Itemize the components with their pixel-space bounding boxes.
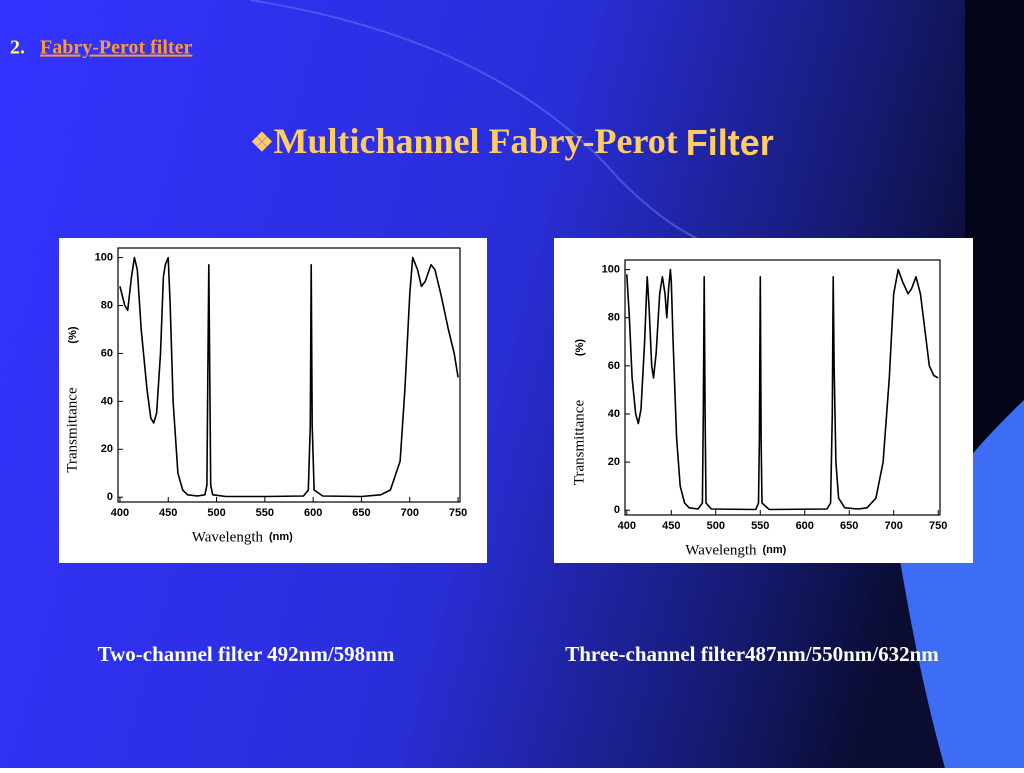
caption: Two-channel filter 492nm/598nm bbox=[98, 642, 395, 666]
y-axis-label: Transmittance bbox=[571, 400, 587, 486]
x-axis-label: Wavelength bbox=[192, 529, 264, 545]
header-number: 2. bbox=[10, 37, 25, 59]
title-main: Multichannel Fabry-Perot bbox=[274, 121, 678, 161]
y-tick-label: 0 bbox=[614, 504, 620, 516]
y-tick-label: 60 bbox=[608, 360, 620, 372]
y-tick-label: 40 bbox=[101, 395, 113, 407]
caption: Three-channel filter487nm/550nm/632nm bbox=[565, 642, 939, 666]
data-line bbox=[626, 268, 939, 511]
data-line bbox=[119, 256, 459, 498]
x-tick-label: 750 bbox=[449, 507, 467, 519]
y-tick-label: 20 bbox=[101, 443, 113, 455]
x-tick-label: 650 bbox=[352, 507, 370, 519]
chart-panel bbox=[554, 238, 973, 563]
y-axis-unit: (%) bbox=[67, 326, 79, 343]
title-tail: Filter bbox=[686, 122, 774, 163]
y-tick-label: 40 bbox=[608, 408, 620, 420]
x-tick-label: 400 bbox=[618, 520, 636, 532]
x-axis-label: Wavelength bbox=[685, 542, 757, 558]
y-tick-label: 100 bbox=[602, 264, 620, 276]
x-tick-label: 500 bbox=[707, 520, 725, 532]
y-tick-label: 20 bbox=[608, 456, 620, 468]
title-marker: ❖ bbox=[250, 128, 273, 157]
y-tick-label: 60 bbox=[101, 347, 113, 359]
decor-shape bbox=[900, 400, 1024, 768]
y-tick-label: 100 bbox=[95, 251, 113, 263]
y-tick-label: 80 bbox=[101, 299, 113, 311]
plot-frame bbox=[624, 259, 941, 516]
y-tick-label: 0 bbox=[107, 491, 113, 503]
y-tick-label: 80 bbox=[608, 312, 620, 324]
x-axis-unit: (nm) bbox=[763, 544, 787, 556]
y-axis-label: Transmittance bbox=[64, 387, 80, 473]
x-tick-label: 550 bbox=[256, 507, 274, 519]
x-tick-label: 600 bbox=[304, 507, 322, 519]
x-tick-label: 400 bbox=[111, 507, 129, 519]
x-tick-label: 500 bbox=[207, 507, 225, 519]
y-axis-unit: (%) bbox=[574, 339, 586, 356]
slide-title: ❖Multichannel Fabry-Perot Filter bbox=[250, 121, 774, 162]
plot-frame bbox=[117, 247, 461, 503]
x-tick-label: 600 bbox=[796, 520, 814, 532]
x-tick-label: 700 bbox=[885, 520, 903, 532]
x-tick-label: 450 bbox=[662, 520, 680, 532]
x-tick-label: 750 bbox=[929, 520, 947, 532]
x-tick-label: 450 bbox=[159, 507, 177, 519]
x-axis-unit: (nm) bbox=[269, 531, 293, 543]
x-tick-label: 650 bbox=[840, 520, 858, 532]
x-tick-label: 700 bbox=[401, 507, 419, 519]
header-link[interactable]: Fabry-Perot filter bbox=[40, 37, 192, 59]
x-tick-label: 550 bbox=[751, 520, 769, 532]
